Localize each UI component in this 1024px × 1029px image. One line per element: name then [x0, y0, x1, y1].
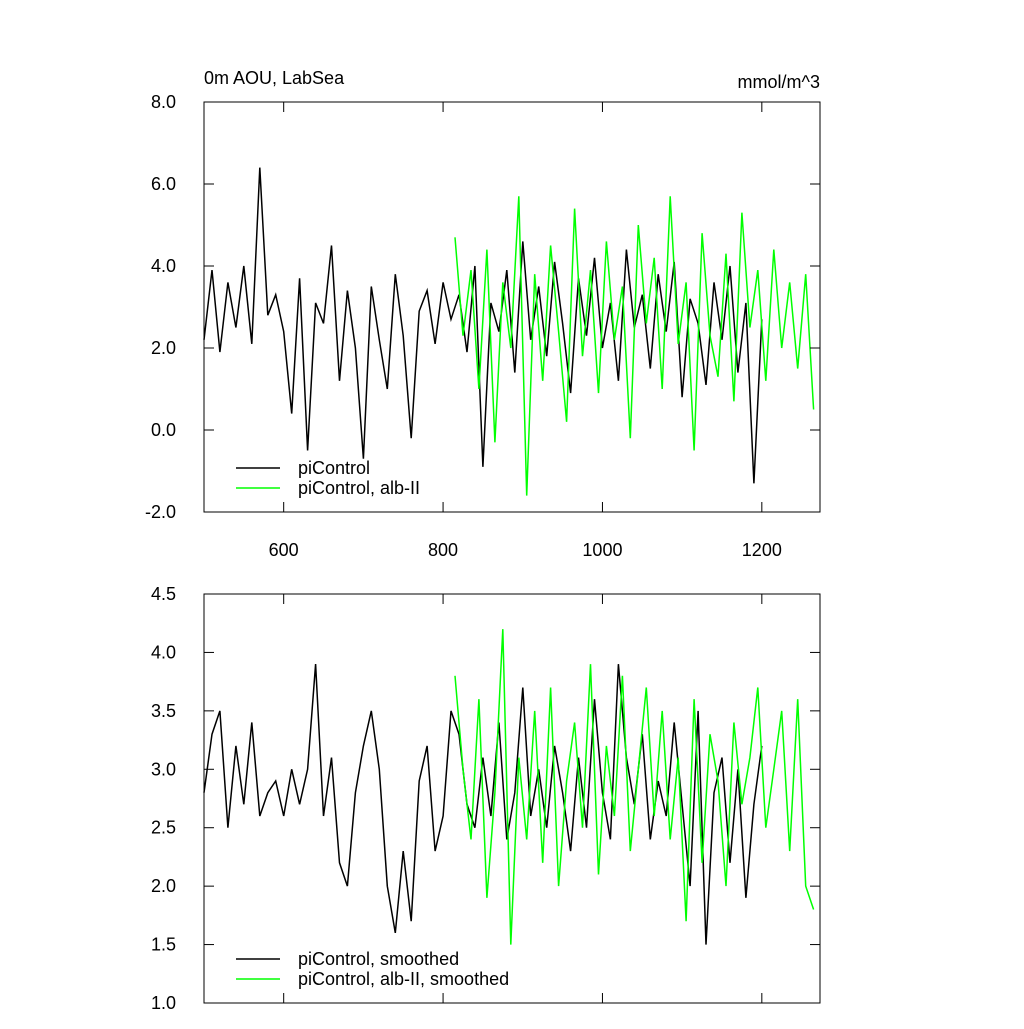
x-tick-label: 1200: [742, 540, 782, 560]
y-tick-label: 2.0: [151, 338, 176, 358]
y-tick-label: 1.0: [151, 993, 176, 1013]
legend-label: piControl, alb-II: [298, 478, 420, 498]
series-line: [454, 196, 815, 496]
y-tick-label: 4.0: [151, 256, 176, 276]
series-line: [203, 167, 763, 484]
y-tick-label: 1.5: [151, 935, 176, 955]
y-tick-label: -2.0: [145, 502, 176, 522]
y-tick-label: 0.0: [151, 420, 176, 440]
plot-frame: [203, 101, 821, 513]
y-tick-label: 4.0: [151, 642, 176, 662]
y-tick-label: 3.5: [151, 701, 176, 721]
x-tick-label: 800: [428, 540, 458, 560]
chart-title: 0m AOU, LabSea: [204, 68, 345, 88]
legend-label: piControl: [298, 458, 370, 478]
plot-frame: [203, 593, 821, 1004]
y-tick-label: 2.0: [151, 876, 176, 896]
y-tick-label: 2.5: [151, 818, 176, 838]
series-line: [454, 629, 815, 945]
y-tick-label: 4.5: [151, 584, 176, 604]
y-tick-label: 3.0: [151, 759, 176, 779]
legend-label: piControl, alb-II, smoothed: [298, 969, 509, 989]
units-label: mmol/m^3: [738, 72, 820, 92]
x-tick-label: 1000: [582, 540, 622, 560]
y-tick-label: 8.0: [151, 92, 176, 112]
x-tick-label: 600: [269, 540, 299, 560]
series-line: [203, 664, 763, 945]
legend-label: piControl, smoothed: [298, 949, 459, 969]
y-tick-label: 6.0: [151, 174, 176, 194]
